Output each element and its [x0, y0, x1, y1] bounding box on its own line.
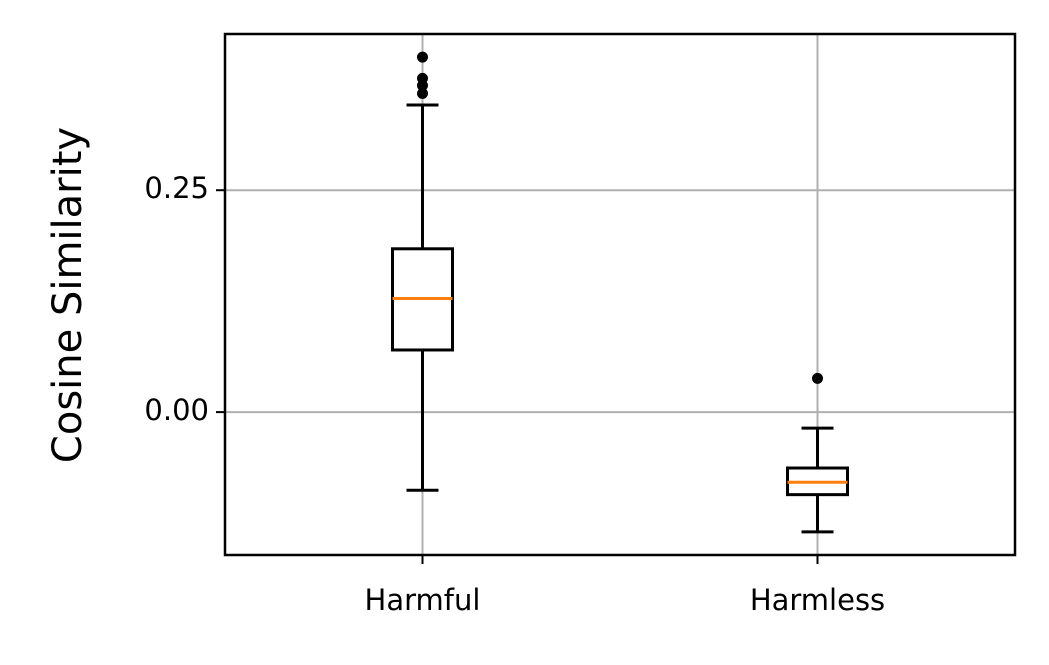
y-tick-label: 0.00 [144, 393, 209, 427]
y-axis-label: Cosine Similarity [45, 127, 91, 463]
outlier [417, 51, 428, 63]
x-tick-label: Harmful [365, 583, 481, 617]
y-tick-label: 0.25 [144, 171, 209, 205]
plot-frame [223, 32, 1017, 557]
x-tick-label: Harmless [750, 583, 885, 617]
outlier [812, 372, 823, 384]
outlier [417, 87, 428, 99]
